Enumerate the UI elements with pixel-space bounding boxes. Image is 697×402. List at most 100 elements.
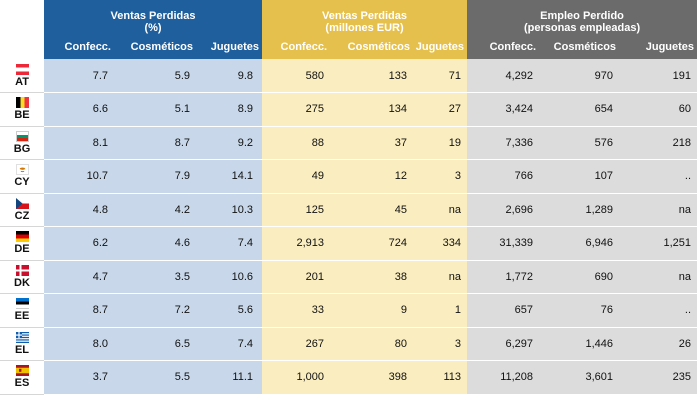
cell-toys-jobs: .. [619, 293, 697, 328]
table-row: EL 8.0 6.5 7.4 267 80 3 6,297 1,446 26 [0, 327, 697, 361]
cell-clothing-pct: 10.7 [44, 159, 114, 194]
country-code: BG [13, 142, 31, 155]
cell-toys-eur: 27 [413, 92, 468, 127]
cell-clothing-eur: 49 [262, 159, 331, 194]
cell-clothing-eur: 88 [262, 126, 331, 160]
cell-clothing-pct: 7.7 [44, 59, 114, 93]
country-code: ES [14, 377, 30, 390]
cell-toys-eur: 19 [413, 126, 468, 160]
cell-clothing-eur: 2,913 [262, 226, 331, 261]
cell-toys-pct: 5.6 [196, 293, 263, 328]
cell-cosmetics-pct: 7.2 [114, 293, 196, 328]
table-row: CY 10.7 7.9 14.1 49 12 3 766 107 .. [0, 159, 697, 194]
cell-clothing-jobs: 31,339 [467, 226, 540, 261]
cell-cosmetics-pct: 8.7 [114, 126, 196, 160]
cell-toys-pct: 9.8 [196, 59, 263, 93]
country-code: BE [14, 109, 30, 122]
cell-cosmetics-pct: 5.9 [114, 59, 196, 93]
cell-toys-eur: 113 [413, 360, 468, 395]
cell-clothing-jobs: 1,772 [467, 260, 540, 294]
cell-toys-jobs: 60 [619, 92, 697, 127]
header-lost-sales-percent: Ventas Perdidas (%) [44, 0, 263, 34]
cell-cosmetics-pct: 3.5 [114, 260, 196, 294]
cell-clothing-pct: 6.2 [44, 226, 114, 261]
cell-clothing-eur: 33 [262, 293, 331, 328]
cell-toys-pct: 7.4 [196, 327, 263, 361]
cell-cosmetics-jobs: 107 [539, 159, 620, 194]
sub-header-toys-pct: Juguetes [196, 34, 263, 59]
cell-toys-jobs: 235 [619, 360, 697, 395]
cell-clothing-pct: 6.6 [44, 92, 114, 127]
header-lost-employment: Empleo Perdido (personas empleadas) [467, 0, 697, 34]
sub-header-row: Confecc. Cosméticos Juguetes Confecc. Co… [0, 34, 697, 59]
cell-clothing-jobs: 3,424 [467, 92, 540, 127]
cell-clothing-pct: 4.8 [44, 193, 114, 227]
table-row: CZ 4.8 4.2 10.3 125 45 na 2,696 1,289 na [0, 193, 697, 227]
cell-toys-pct: 11.1 [196, 360, 263, 395]
cell-toys-eur: 334 [413, 226, 468, 261]
cell-cosmetics-pct: 5.1 [114, 92, 196, 127]
country-code: DE [14, 243, 30, 256]
cell-clothing-pct: 4.7 [44, 260, 114, 294]
country-code: EL [14, 343, 30, 356]
cell-cosmetics-eur: 133 [330, 59, 414, 93]
denmark-flag-icon [15, 264, 29, 276]
table-row: DE 6.2 4.6 7.4 2,913 724 334 31,339 6,94… [0, 226, 697, 261]
cell-clothing-jobs: 657 [467, 293, 540, 328]
cell-cosmetics-eur: 134 [330, 92, 414, 127]
country-cell: BG [0, 126, 44, 160]
cell-cosmetics-eur: 12 [330, 159, 414, 194]
cell-toys-pct: 10.3 [196, 193, 263, 227]
country-cell: DE [0, 226, 44, 261]
cell-cosmetics-pct: 4.2 [114, 193, 196, 227]
cell-toys-jobs: 1,251 [619, 226, 697, 261]
cell-toys-jobs: 26 [619, 327, 697, 361]
cell-cosmetics-pct: 6.5 [114, 327, 196, 361]
country-cell: AT [0, 59, 44, 93]
cell-toys-jobs: 218 [619, 126, 697, 160]
cell-toys-eur: 1 [413, 293, 468, 328]
cell-toys-pct: 14.1 [196, 159, 263, 194]
country-cell: DK [0, 260, 44, 294]
cell-clothing-eur: 201 [262, 260, 331, 294]
sub-header-cosmetics-pct: Cosméticos [114, 34, 196, 59]
cell-cosmetics-pct: 4.6 [114, 226, 196, 261]
cell-toys-eur: na [413, 193, 468, 227]
sub-header-cosmetics-eur: Cosméticos [330, 34, 414, 59]
cell-cosmetics-eur: 398 [330, 360, 414, 395]
cell-toys-jobs: 191 [619, 59, 697, 93]
belgium-flag-icon [15, 97, 29, 109]
cell-cosmetics-jobs: 654 [539, 92, 620, 127]
country-cell: EL [0, 327, 44, 361]
cell-toys-jobs: na [619, 260, 697, 294]
table-row: AT 7.7 5.9 9.8 580 133 71 4,292 970 191 [0, 59, 697, 93]
cell-cosmetics-jobs: 1,446 [539, 327, 620, 361]
cell-cosmetics-pct: 7.9 [114, 159, 196, 194]
country-cell: BE [0, 92, 44, 127]
table-row: ES 3.7 5.5 11.1 1,000 398 113 11,208 3,6… [0, 360, 697, 395]
cell-cosmetics-jobs: 576 [539, 126, 620, 160]
country-code: DK [14, 276, 30, 289]
group-header-row: Ventas Perdidas (%) Ventas Perdidas (millo… [0, 0, 697, 34]
cell-toys-pct: 7.4 [196, 226, 263, 261]
cell-cosmetics-eur: 80 [330, 327, 414, 361]
cell-toys-eur: 71 [413, 59, 468, 93]
cell-clothing-eur: 1,000 [262, 360, 331, 395]
country-cell: EE [0, 293, 44, 328]
cell-clothing-jobs: 7,336 [467, 126, 540, 160]
cell-cosmetics-jobs: 76 [539, 293, 620, 328]
sub-header-toys-jobs: Juguetes [619, 34, 697, 59]
cell-toys-pct: 9.2 [196, 126, 263, 160]
cell-cosmetics-jobs: 3,601 [539, 360, 620, 395]
cell-clothing-eur: 267 [262, 327, 331, 361]
country-cell: CZ [0, 193, 44, 227]
cell-clothing-jobs: 6,297 [467, 327, 540, 361]
greece-flag-icon [15, 331, 29, 343]
cell-clothing-pct: 3.7 [44, 360, 114, 395]
sub-header-toys-eur: Juguetes [413, 34, 468, 59]
header-lost-sales-eur: Ventas Perdidas (millones EUR) [262, 0, 468, 34]
table-row: EE 8.7 7.2 5.6 33 9 1 657 76 .. [0, 293, 697, 328]
table-row: BG 8.1 8.7 9.2 88 37 19 7,336 576 218 [0, 126, 697, 160]
cell-clothing-pct: 8.1 [44, 126, 114, 160]
cell-cosmetics-eur: 45 [330, 193, 414, 227]
